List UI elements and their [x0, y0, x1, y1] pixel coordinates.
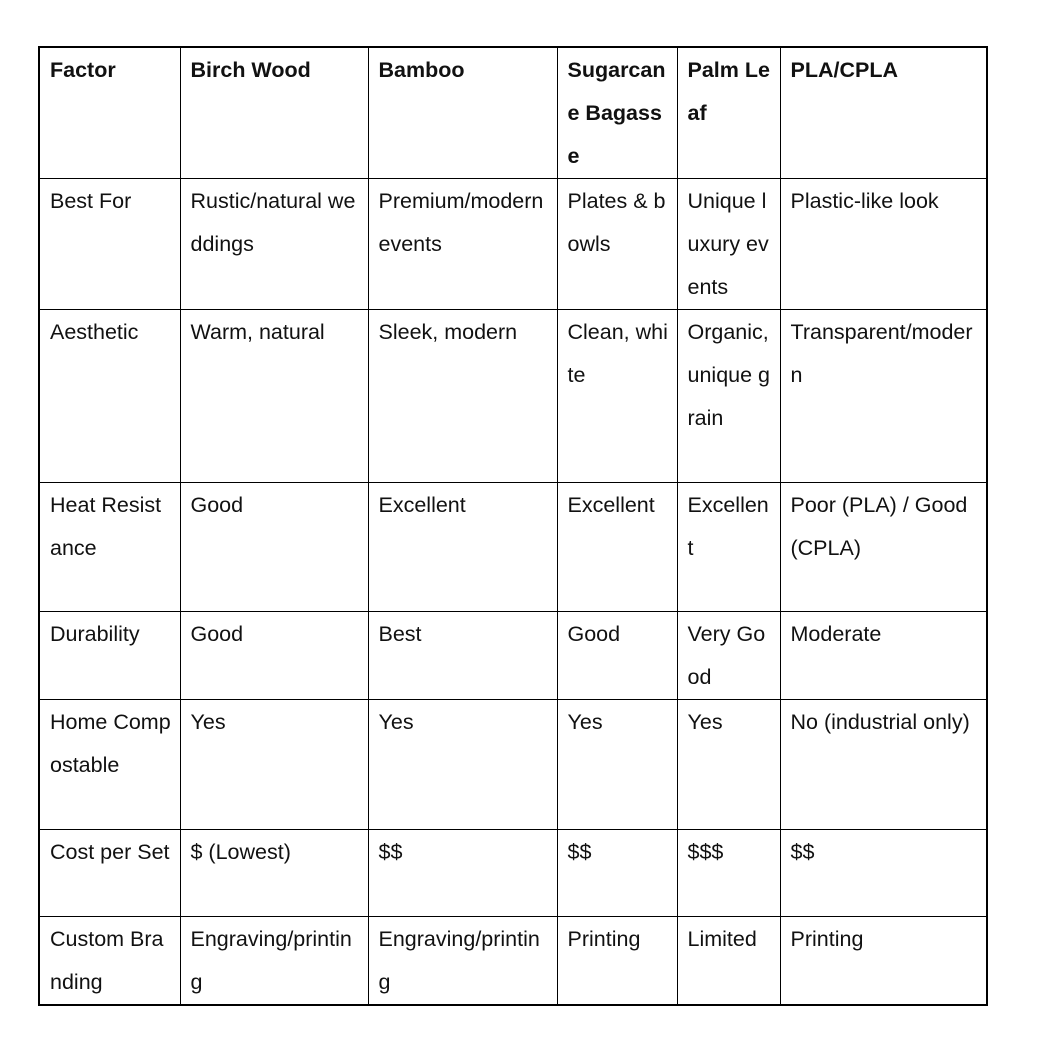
table-row: Aesthetic Warm, natural Sleek, modern Clean… — [38, 309, 988, 483]
header-row: Factor Birch Wood Bamboo Sugarcane Bagas… — [38, 46, 988, 179]
table-cell: Good — [556, 611, 678, 700]
table-cell: Good — [179, 611, 369, 700]
table-cell: $ (Lowest) — [179, 829, 369, 917]
header-cell: Birch Wood — [179, 46, 369, 179]
table-cell: Yes — [676, 699, 781, 830]
table-cell: Warm, natural — [179, 309, 369, 483]
table-cell: Very Good — [676, 611, 781, 700]
table-cell: Premium/modern events — [367, 178, 558, 310]
row-label-cell: Best For — [38, 178, 181, 310]
table-cell: Good — [179, 482, 369, 612]
table-cell: Engraving/printing — [179, 916, 369, 1006]
table-cell: Poor (PLA) / Good (CPLA) — [779, 482, 988, 612]
table-cell: Unique luxury events — [676, 178, 781, 310]
table-cell: Yes — [367, 699, 558, 830]
row-label-cell: Aesthetic — [38, 309, 181, 483]
table-cell: Best — [367, 611, 558, 700]
table-cell: Yes — [179, 699, 369, 830]
table-cell: Yes — [556, 699, 678, 830]
table-row: Home Compostable Yes Yes Yes Yes No (industri… — [38, 699, 988, 830]
table-cell: Moderate — [779, 611, 988, 700]
table-row: Cost per Set $ (Lowest) $$ $$ $$$ $$ — [38, 829, 988, 917]
table-cell: Engraving/printing — [367, 916, 558, 1006]
row-label-cell: Home Compostable — [38, 699, 181, 830]
table-cell: Plastic-like look — [779, 178, 988, 310]
table-row: Heat Resistance Good Excellent Excellent Exc… — [38, 482, 988, 612]
row-label-cell: Cost per Set — [38, 829, 181, 917]
table-row: Durability Good Best Good Very Good Moderate — [38, 611, 988, 700]
table-cell: Transparent/modern — [779, 309, 988, 483]
header-cell: Bamboo — [367, 46, 558, 179]
comparison-table: Factor Birch Wood Bamboo Sugarcane Bagas… — [38, 46, 988, 1006]
table-cell: $$ — [367, 829, 558, 917]
header-cell: PLA/CPLA — [779, 46, 988, 179]
table-cell: No (industrial only) — [779, 699, 988, 830]
table-cell: Clean, white — [556, 309, 678, 483]
table-row: Best For Rustic/natural weddings Premium/m… — [38, 178, 988, 310]
table-cell: Rustic/natural weddings — [179, 178, 369, 310]
table-cell: Excellent — [556, 482, 678, 612]
row-label-cell: Durability — [38, 611, 181, 700]
table-cell: Excellent — [367, 482, 558, 612]
table-cell: Printing — [779, 916, 988, 1006]
table-cell: Limited — [676, 916, 781, 1006]
table-cell: Organic, unique grain — [676, 309, 781, 483]
header-cell: Factor — [38, 46, 181, 179]
table-cell: $$$ — [676, 829, 781, 917]
header-cell: Sugarcane Bagasse — [556, 46, 678, 179]
table-cell: Printing — [556, 916, 678, 1006]
table-cell: Plates & bowls — [556, 178, 678, 310]
table-row: Custom Branding Engraving/printing Engravi… — [38, 916, 988, 1006]
row-label-cell: Heat Resistance — [38, 482, 181, 612]
row-label-cell: Custom Branding — [38, 916, 181, 1006]
table-cell: Excellent — [676, 482, 781, 612]
table-cell: $$ — [779, 829, 988, 917]
table-cell: Sleek, modern — [367, 309, 558, 483]
table-cell: $$ — [556, 829, 678, 917]
header-cell: Palm Leaf — [676, 46, 781, 179]
